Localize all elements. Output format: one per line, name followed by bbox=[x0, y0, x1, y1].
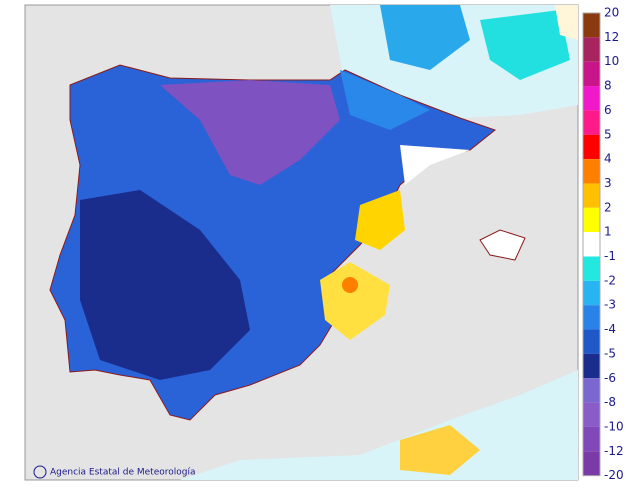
mild-ebro bbox=[400, 145, 470, 185]
legend-label: 6 bbox=[604, 103, 612, 117]
legend-label: -12 bbox=[604, 444, 624, 458]
legend-label: -2 bbox=[604, 273, 616, 287]
legend-label: 10 bbox=[604, 54, 619, 68]
legend-label: -1 bbox=[604, 249, 616, 263]
france-cold bbox=[380, 5, 470, 70]
legend-label: 12 bbox=[604, 30, 619, 44]
legend-swatch bbox=[583, 426, 600, 452]
legend-swatch bbox=[583, 37, 600, 62]
warm-valencia bbox=[355, 190, 405, 250]
legend-swatch bbox=[583, 134, 600, 160]
legend-swatch bbox=[583, 402, 600, 427]
legend-swatch bbox=[583, 86, 600, 111]
legend-label: 20 bbox=[604, 6, 619, 20]
legend-label: -8 bbox=[604, 395, 616, 409]
legend-swatch bbox=[583, 378, 600, 403]
legend-swatch bbox=[583, 256, 600, 281]
legend-label: 1 bbox=[604, 225, 612, 239]
legend-label: -20 bbox=[604, 468, 624, 482]
legend-swatch bbox=[583, 13, 600, 38]
legend-swatch bbox=[583, 61, 600, 87]
legend-swatch bbox=[583, 451, 600, 476]
legend-swatch bbox=[583, 305, 600, 330]
warm-southeast bbox=[320, 262, 390, 340]
legend-swatch bbox=[583, 353, 600, 379]
legend-label: 4 bbox=[604, 152, 612, 166]
legend-label: 8 bbox=[604, 79, 612, 93]
legend-label: 2 bbox=[604, 200, 612, 214]
legend-swatch bbox=[583, 329, 600, 354]
warm-africa bbox=[400, 425, 480, 475]
legend-swatch bbox=[583, 159, 600, 184]
balearic-islands bbox=[479, 229, 526, 261]
cold-north bbox=[160, 80, 340, 185]
legend-swatch bbox=[583, 232, 600, 257]
legend-swatch bbox=[583, 280, 600, 306]
legend-label: -3 bbox=[604, 298, 616, 312]
france-cool bbox=[480, 10, 570, 80]
legend-label: -6 bbox=[604, 371, 616, 385]
legend-label: 3 bbox=[604, 176, 612, 190]
logo bbox=[33, 465, 47, 479]
legend-swatch bbox=[583, 207, 600, 233]
legend-label: 5 bbox=[604, 127, 612, 141]
legend-frame bbox=[582, 12, 601, 477]
hot-spot bbox=[342, 277, 358, 293]
legend-label: -10 bbox=[604, 419, 624, 433]
legend-label: -5 bbox=[604, 346, 616, 360]
cool-northeast bbox=[340, 70, 430, 130]
credit: Agencia Estatal de Meteorología bbox=[50, 468, 196, 478]
france-warm bbox=[555, 5, 578, 40]
cold-southwest bbox=[80, 190, 250, 380]
legend-swatch bbox=[583, 110, 600, 135]
africa bbox=[180, 370, 578, 480]
legend-swatch bbox=[583, 183, 600, 208]
legend-label: -4 bbox=[604, 322, 616, 336]
